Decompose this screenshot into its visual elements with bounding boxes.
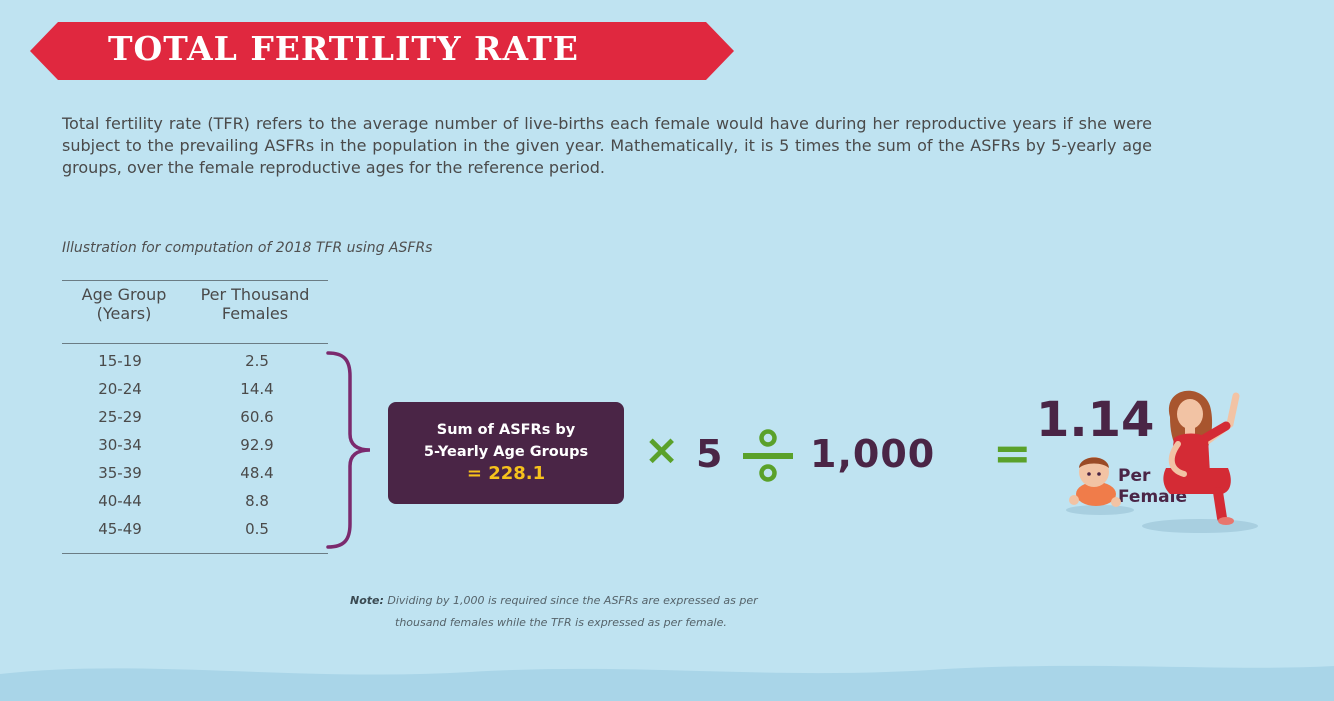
mother-and-baby-illustration: [1066, 390, 1258, 533]
table-rule-top: [62, 280, 328, 281]
definition-paragraph: Total fertility rate (TFR) refers to the…: [62, 114, 1152, 177]
multiplier-value: 5: [696, 432, 723, 476]
table-row: 15-19 2.5: [62, 352, 328, 380]
note-label: Note:: [350, 594, 384, 607]
table-row: 35-39 48.4: [62, 464, 328, 492]
computation-note: Note: Dividing by 1,000 is required sinc…: [350, 590, 860, 634]
banner-ribbon-shape: [30, 22, 734, 80]
tfr-unit: Per Female: [1118, 466, 1187, 507]
equals-sign: =: [993, 426, 1032, 480]
table-row: 45-49 0.5: [62, 520, 328, 548]
title-banner: TOTAL FERTILITY RATE: [30, 22, 734, 80]
asfr-cell: 60.6: [240, 408, 274, 426]
table-row: 40-44 8.8: [62, 492, 328, 520]
multiply-sign: ×: [644, 425, 680, 474]
asfr-sum-box: Sum of ASFRs by 5-Yearly Age Groups = 22…: [388, 402, 624, 504]
divisor-value: 1,000: [810, 432, 936, 476]
tfr-result: 1.14: [1036, 392, 1155, 448]
note-line2: thousand females while the TFR is expres…: [395, 616, 727, 629]
bottom-wave-decoration: [0, 665, 1334, 701]
illustration-caption: Illustration for computation of 2018 TFR…: [62, 240, 433, 256]
asfr-cell: 8.8: [245, 492, 269, 510]
age-cell: 20-24: [98, 380, 142, 398]
age-cell: 30-34: [98, 436, 142, 454]
sum-box-result: = 228.1: [466, 463, 546, 484]
asfr-cell: 0.5: [245, 520, 269, 538]
age-cell: 35-39: [98, 464, 142, 482]
divide-sign-icon: [743, 429, 793, 482]
asfr-cell: 48.4: [240, 464, 274, 482]
header-age-group: Age Group (Years): [81, 285, 167, 323]
table-row: 25-29 60.6: [62, 408, 328, 436]
age-cell: 25-29: [98, 408, 142, 426]
header-per-thousand: Per Thousand Females: [200, 285, 310, 323]
age-cell: 45-49: [98, 520, 142, 538]
table-rule-bottom: [62, 553, 328, 554]
age-cell: 15-19: [98, 352, 142, 370]
sum-box-line1: Sum of ASFRs by: [436, 422, 576, 438]
asfr-cell: 92.9: [240, 436, 274, 454]
sum-box-line2: 5-Yearly Age Groups: [423, 444, 589, 460]
page-title: TOTAL FERTILITY RATE: [108, 29, 579, 68]
age-cell: 40-44: [98, 492, 142, 510]
curly-brace-icon: [326, 351, 371, 549]
table-row: 20-24 14.4: [62, 380, 328, 408]
table-rule-header: [62, 343, 328, 344]
asfr-cell: 2.5: [245, 352, 269, 370]
note-line1: Dividing by 1,000 is required since the …: [387, 594, 758, 607]
asfr-cell: 14.4: [240, 380, 274, 398]
table-row: 30-34 92.9: [62, 436, 328, 464]
